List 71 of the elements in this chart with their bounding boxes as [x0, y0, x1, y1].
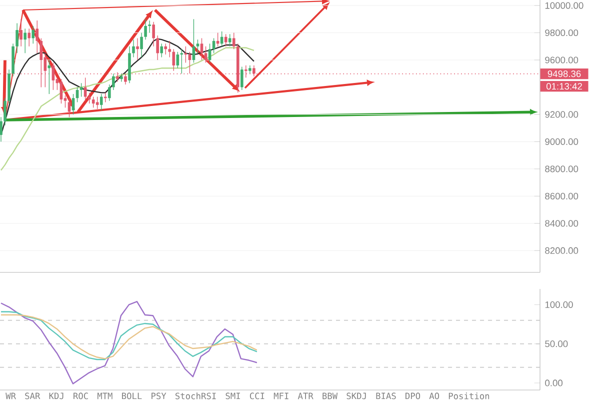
candlestick — [156, 35, 159, 60]
candlestick — [108, 84, 111, 102]
candlestick — [176, 51, 180, 68]
candlestick — [100, 94, 103, 111]
candlestick — [136, 38, 139, 60]
candlestick — [188, 51, 192, 74]
candlestick — [112, 73, 115, 90]
candlestick — [24, 28, 26, 54]
text: BIAS — [376, 392, 396, 400]
candlestick — [0, 116, 2, 142]
y-tick-label: 9000.00 — [545, 138, 578, 145]
y-tick-label: 0.00 — [545, 380, 563, 386]
text: Position — [448, 392, 490, 400]
candlestick — [184, 46, 188, 64]
candlestick — [144, 18, 147, 40]
line-series — [0, 300, 258, 384]
text: WR — [6, 392, 16, 400]
text: MTM — [97, 392, 112, 400]
candlestick — [120, 73, 123, 82]
candlestick — [104, 92, 107, 103]
candlestick — [124, 73, 127, 85]
candlestick — [164, 43, 168, 55]
candlestick — [180, 48, 184, 74]
y-tick-label: 9200.00 — [545, 111, 578, 118]
candlestick — [232, 32, 236, 50]
candlestick — [248, 65, 252, 74]
text: SAR — [25, 392, 40, 400]
candlestick — [240, 66, 244, 90]
candlestick — [88, 92, 91, 104]
y-tick-label: 9600.00 — [545, 56, 578, 64]
text: SKDJ — [346, 392, 366, 400]
candlestick — [204, 46, 208, 64]
text: KDJ — [49, 392, 64, 400]
text: DPO — [406, 392, 420, 400]
candlestick — [80, 82, 83, 98]
y-tick-label: 10000.00 — [545, 2, 584, 9]
text: MFI — [274, 392, 288, 400]
text: ATR — [298, 392, 314, 400]
candlestick — [16, 22, 18, 54]
y-tick-label: 8400.00 — [545, 220, 578, 227]
text: ROC — [74, 392, 88, 400]
text: SMI — [226, 392, 240, 400]
candlestick — [140, 32, 143, 58]
candlestick — [172, 48, 176, 72]
candlestick — [96, 96, 99, 110]
candlestick — [152, 22, 155, 47]
candlestick — [28, 28, 31, 47]
candlestick — [168, 40, 172, 58]
candlestick — [148, 20, 151, 34]
y-tick-label: 8600.00 — [545, 192, 578, 200]
ref-line-label: 9498.36 — [548, 70, 581, 78]
text: BOLL — [122, 392, 142, 400]
text: StochRSI — [175, 392, 216, 400]
y-tick-label: 8800.00 — [545, 166, 578, 172]
text: CCI — [250, 392, 264, 400]
text: AO — [429, 392, 440, 400]
candlestick — [228, 34, 232, 47]
y-tick-label: 100.00 — [545, 301, 573, 308]
candlestick — [36, 20, 39, 54]
y-tick-label: 9800.00 — [545, 29, 578, 36]
text: BBW — [322, 392, 338, 400]
candlestick — [132, 39, 135, 58]
text: 01:13:42 — [546, 83, 582, 90]
candlestick — [196, 39, 200, 54]
candlestick — [20, 18, 22, 47]
y-tick-label: 50.00 — [545, 340, 568, 348]
text: PSY — [152, 392, 166, 400]
candlestick — [160, 43, 164, 58]
candlestick — [32, 26, 35, 44]
y-tick-label: 8200.00 — [545, 247, 578, 254]
candlestick — [224, 34, 228, 47]
